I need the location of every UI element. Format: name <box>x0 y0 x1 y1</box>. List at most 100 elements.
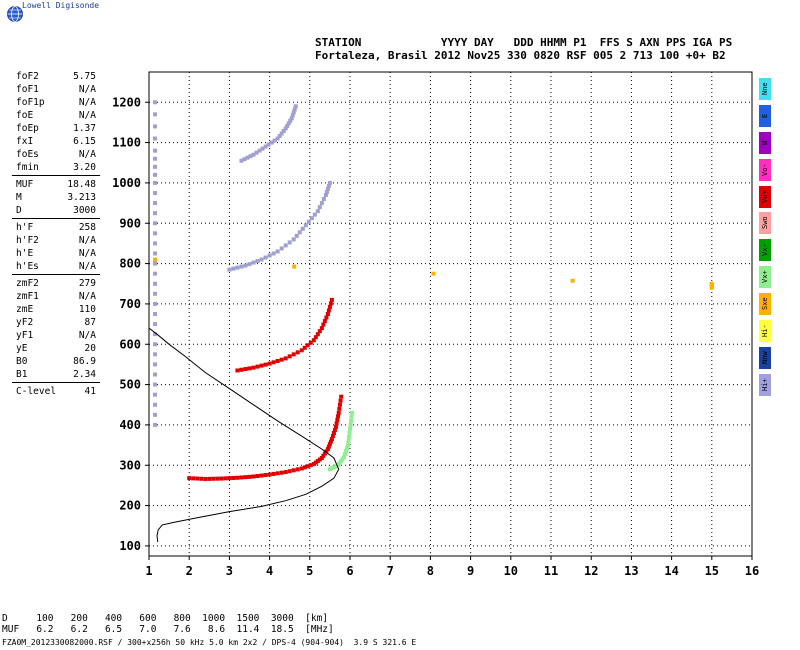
trace-point <box>153 312 158 316</box>
trace-point <box>338 398 343 403</box>
trace-point <box>339 394 344 399</box>
trace-point <box>293 104 298 109</box>
param-separator <box>12 382 100 383</box>
param-row: yF2 87 <box>16 316 96 329</box>
trace-point <box>350 410 355 415</box>
trace-point <box>321 322 326 327</box>
param-name: foE <box>16 110 34 121</box>
trace-point <box>324 189 329 194</box>
x-tick-label: 2 <box>186 564 193 578</box>
param-row: zmE 110 <box>16 303 96 316</box>
trace-point <box>319 455 324 460</box>
trace-point <box>153 271 158 276</box>
trace-point <box>153 422 158 427</box>
trace-point <box>153 211 158 216</box>
param-row: foE N/A <box>16 109 96 122</box>
param-name: fxI <box>16 136 34 147</box>
trace-point <box>281 128 286 133</box>
trace-point <box>153 412 158 417</box>
trace-point <box>319 326 324 331</box>
trace-point <box>272 138 277 143</box>
trace-point <box>257 148 262 153</box>
trace-point <box>255 259 260 264</box>
trace-point <box>330 434 335 439</box>
param-value: 3.20 <box>73 162 96 173</box>
trace-point <box>227 476 232 481</box>
trace-point <box>195 476 200 481</box>
trace-point <box>336 414 341 419</box>
trace-point <box>187 476 192 481</box>
x-tick-label: 14 <box>664 564 678 578</box>
trace-point <box>153 301 158 306</box>
trace-point <box>297 230 302 235</box>
trace-point <box>308 340 313 345</box>
trace-point <box>340 457 345 462</box>
legend-swatch: Hi- <box>759 320 771 343</box>
trace-point <box>317 457 322 462</box>
param-name: zmE <box>16 304 34 315</box>
param-value: N/A <box>78 261 96 272</box>
trace-point <box>251 152 256 157</box>
trace-point <box>328 439 333 444</box>
trace-point <box>153 164 158 169</box>
trace-point <box>321 197 326 202</box>
grid-lines <box>145 72 753 560</box>
param-row: foF2 5.75 <box>16 70 96 83</box>
trace-point <box>344 446 349 451</box>
trace-point <box>570 278 575 283</box>
trace-point <box>242 157 247 162</box>
trace-point <box>338 459 343 464</box>
x-tick-label: 3 <box>226 564 233 578</box>
trace-point <box>315 209 320 214</box>
trace-point <box>285 123 290 128</box>
trace-point <box>247 262 252 267</box>
trace-point <box>329 437 334 442</box>
trace-point <box>288 118 293 123</box>
trace-point <box>153 148 158 153</box>
param-value: 110 <box>78 304 96 315</box>
param-row: h'E N/A <box>16 247 96 260</box>
trace-point <box>348 426 352 431</box>
trace-point <box>291 352 296 357</box>
trace-point <box>326 308 331 313</box>
trace-point <box>349 414 354 419</box>
trace-point <box>263 144 268 149</box>
trace-point <box>289 116 294 121</box>
trace-point <box>263 255 268 260</box>
param-value: N/A <box>78 330 96 341</box>
trace-point <box>347 430 352 435</box>
trace-point <box>299 348 304 353</box>
trace-point <box>247 366 252 371</box>
x-tick-label: 11 <box>544 564 558 578</box>
trace-point <box>153 261 158 266</box>
trace-point <box>322 451 327 456</box>
trace-point <box>311 462 316 467</box>
x-tick-label: 8 <box>427 564 434 578</box>
param-name: foF2 <box>16 71 39 82</box>
legend-swatch: Vx- <box>759 239 771 262</box>
legend-swatch: Hi+ <box>759 373 771 396</box>
trace-point <box>349 418 354 423</box>
trace-point <box>292 107 297 112</box>
x-tick-label: 10 <box>504 564 518 578</box>
param-value: 6.15 <box>73 136 96 147</box>
trace-point <box>243 475 248 480</box>
param-name: foEp <box>16 123 39 134</box>
trace-point <box>279 131 284 136</box>
trace-point <box>267 361 272 366</box>
trace-point <box>321 453 326 458</box>
trace-point <box>153 221 158 226</box>
trace-point <box>153 180 158 185</box>
trace-point <box>335 463 340 468</box>
trace-point <box>348 422 353 427</box>
trace-point <box>311 338 316 343</box>
brand-label: Lowell Digisonde <box>22 1 100 10</box>
y-tick-label: 800 <box>119 257 141 271</box>
trace-point <box>279 246 284 251</box>
param-value: N/A <box>78 97 96 108</box>
trace-point <box>153 332 158 337</box>
trace-point <box>271 471 276 476</box>
trace-point <box>295 350 300 355</box>
param-value: 18.48 <box>67 179 96 190</box>
